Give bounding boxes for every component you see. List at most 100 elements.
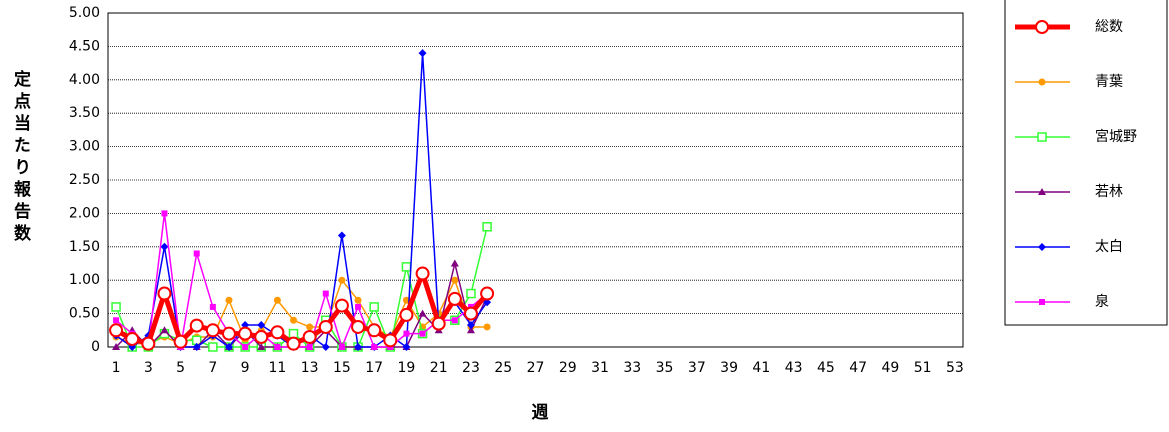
marker (482, 222, 492, 232)
y-tick-label: 5.00 (69, 5, 100, 21)
x-tick-label: 17 (365, 360, 383, 376)
y-tick-label: 3.50 (69, 105, 100, 121)
marker (480, 286, 495, 301)
marker (306, 344, 313, 350)
marker (109, 323, 124, 338)
marker (160, 326, 169, 334)
marker (354, 343, 363, 351)
marker (466, 288, 476, 299)
marker (401, 262, 412, 272)
y-tick-label: 1.50 (69, 239, 100, 255)
marker (418, 309, 427, 317)
marker (1038, 188, 1046, 195)
x-axis-label: 週 (532, 403, 549, 423)
x-tick-label: 1 (112, 360, 121, 376)
marker (1037, 132, 1047, 142)
marker (431, 316, 446, 331)
y-tick-label: 3.00 (69, 139, 100, 155)
y-tick-label: 1.00 (69, 272, 100, 288)
marker (113, 317, 120, 324)
marker (1038, 78, 1046, 86)
x-tick-label: 29 (559, 360, 577, 376)
x-tick-label: 51 (914, 360, 932, 376)
marker (160, 242, 169, 251)
marker (367, 323, 382, 338)
legend-label: 太白 (1095, 239, 1123, 255)
marker (419, 330, 426, 337)
marker (355, 303, 362, 310)
marker (306, 323, 314, 331)
x-tick-label: 9 (241, 360, 250, 376)
marker (208, 342, 218, 352)
marker (242, 344, 249, 350)
marker (161, 210, 168, 217)
marker (483, 323, 491, 331)
marker (338, 344, 345, 350)
marker (257, 343, 266, 350)
y-tick-label: 0.50 (69, 306, 100, 322)
marker (447, 291, 462, 306)
marker (338, 276, 346, 284)
marker (141, 336, 156, 351)
marker (192, 343, 201, 351)
marker (112, 343, 121, 350)
x-tick-label: 7 (208, 360, 217, 376)
marker (273, 296, 281, 304)
marker (466, 326, 475, 334)
marker (189, 318, 204, 333)
x-tick-label: 23 (462, 360, 480, 376)
y-axis-label: 定点当たり報告数 (10, 70, 30, 246)
legend-label: 総数 (1095, 19, 1123, 35)
marker (1039, 299, 1045, 305)
x-tick-label: 21 (430, 360, 448, 376)
marker (383, 333, 398, 348)
marker (354, 296, 362, 304)
marker (173, 334, 188, 349)
marker (351, 319, 366, 334)
marker (157, 286, 172, 301)
y-tick-label: 2.50 (69, 172, 100, 188)
y-tick-label: 2.00 (69, 205, 100, 221)
x-tick-label: 35 (656, 360, 674, 376)
marker (290, 316, 298, 324)
marker (254, 329, 269, 344)
x-tick-label: 19 (398, 360, 416, 376)
marker (318, 319, 333, 334)
marker (322, 290, 329, 297)
marker (111, 302, 121, 312)
marker (337, 231, 346, 240)
x-tick-label: 15 (333, 360, 351, 376)
x-tick-label: 33 (623, 360, 641, 376)
marker (221, 326, 236, 341)
marker (451, 276, 459, 284)
series-line (114, 271, 490, 347)
marker (288, 328, 299, 339)
marker (466, 320, 475, 329)
marker (238, 326, 253, 341)
marker (209, 303, 216, 310)
marker (334, 298, 349, 313)
marker (125, 331, 140, 346)
marker (302, 329, 317, 344)
marker (1035, 20, 1049, 34)
marker (1038, 243, 1046, 251)
x-tick-label: 31 (591, 360, 609, 376)
x-tick-label: 39 (720, 360, 738, 376)
x-tick-label: 43 (785, 360, 803, 376)
x-tick-label: 5 (176, 360, 185, 376)
marker (369, 302, 379, 312)
legend-label: 青葉 (1095, 74, 1123, 90)
marker (270, 325, 285, 340)
marker (371, 344, 378, 350)
marker (451, 317, 458, 324)
x-tick-label: 37 (688, 360, 706, 376)
marker (463, 306, 478, 321)
x-tick-label: 3 (144, 360, 153, 376)
legend-label: 宮城野 (1095, 129, 1137, 145)
x-tick-label: 53 (946, 360, 964, 376)
x-tick-label: 13 (301, 360, 319, 376)
marker (418, 49, 427, 58)
legend-box (1004, 0, 1168, 326)
